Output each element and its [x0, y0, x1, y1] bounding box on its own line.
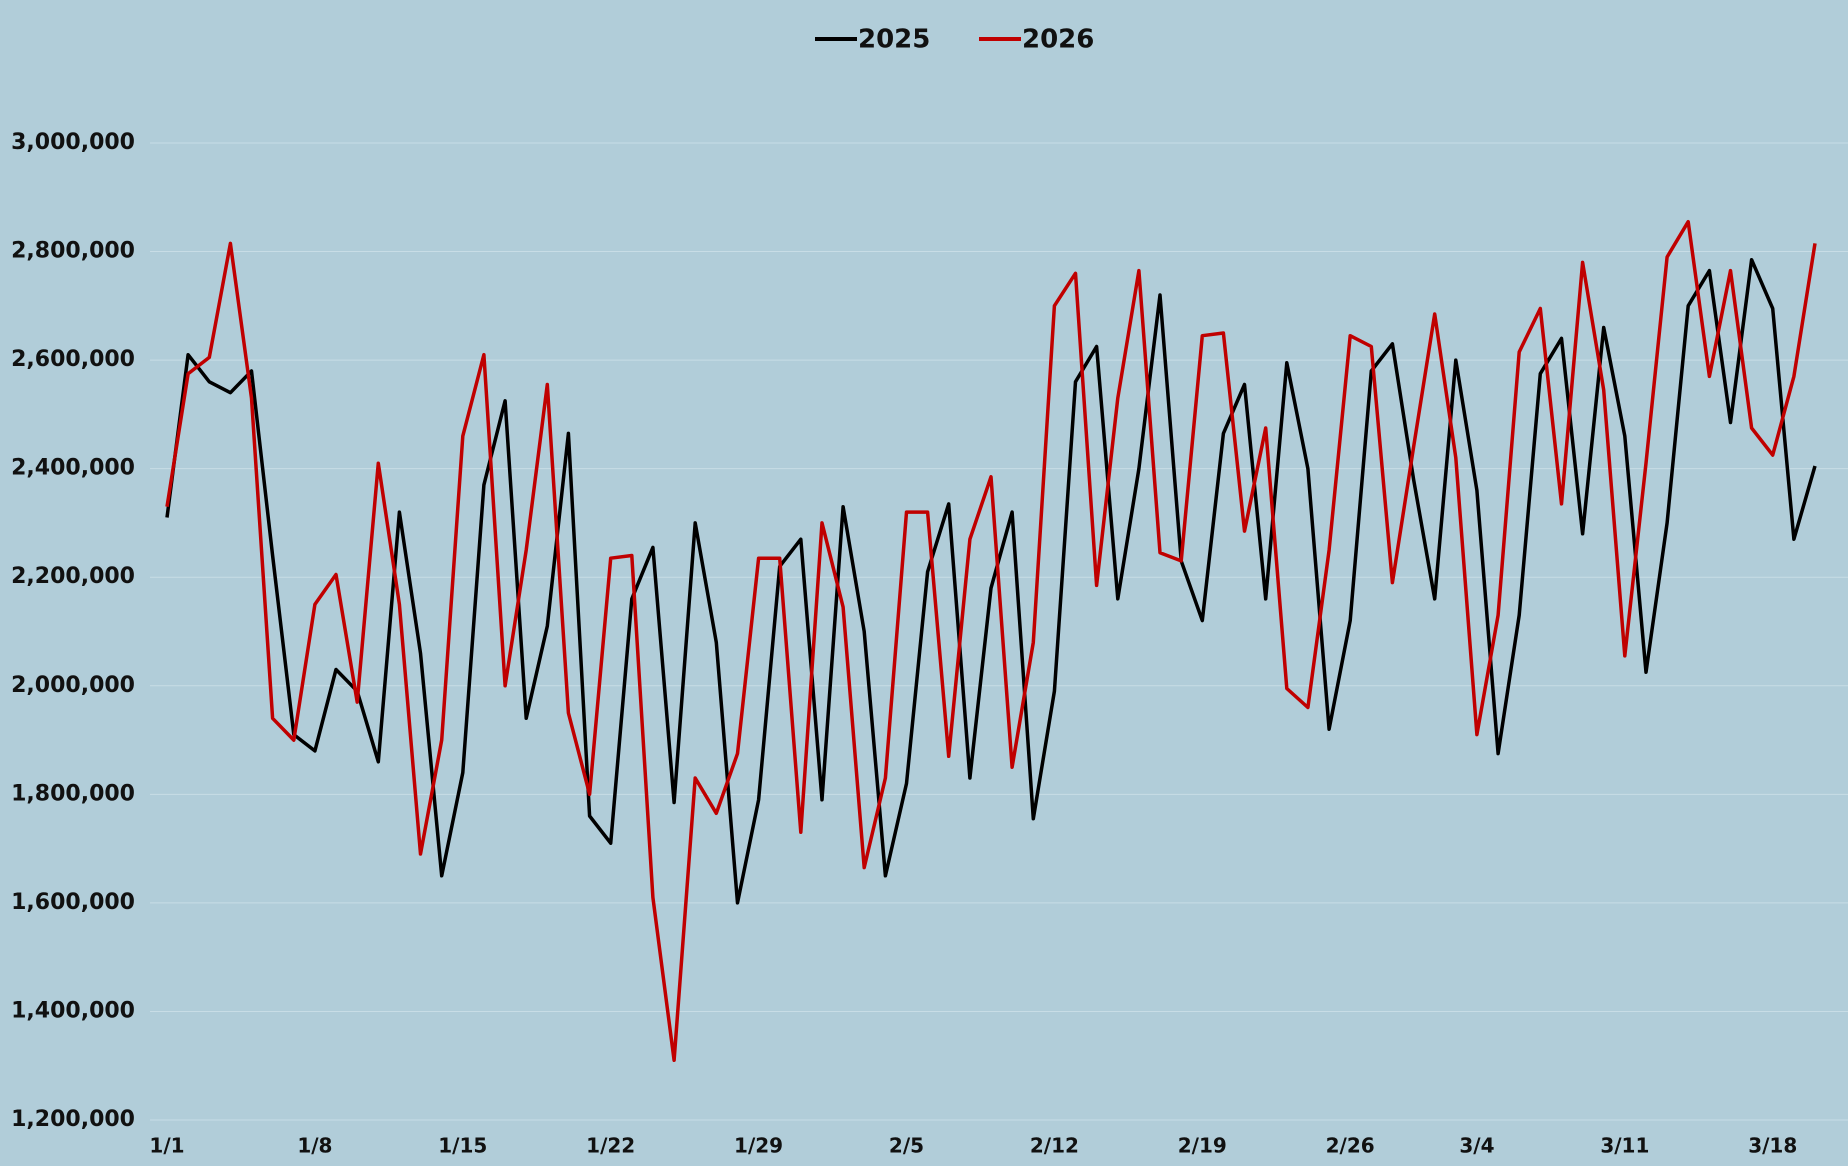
x-tick-label: 1/22 [586, 1134, 635, 1158]
x-tick-label: 3/18 [1748, 1134, 1797, 1158]
y-tick-label: 3,000,000 [11, 130, 135, 155]
x-tick-label: 2/5 [889, 1134, 924, 1158]
y-tick-label: 1,200,000 [11, 1107, 135, 1132]
x-tick-label: 2/12 [1030, 1134, 1079, 1158]
x-tick-label: 1/8 [297, 1134, 332, 1158]
y-tick-label: 1,800,000 [11, 781, 135, 806]
x-tick-label: 1/15 [438, 1134, 487, 1158]
x-tick-label: 2/19 [1178, 1134, 1227, 1158]
y-tick-label: 2,800,000 [11, 239, 135, 264]
legend-label: 2025 [858, 25, 930, 55]
x-tick-label: 3/4 [1459, 1134, 1494, 1158]
y-tick-label: 2,000,000 [11, 673, 135, 698]
legend-label: 2026 [1022, 25, 1094, 55]
line-series [165, 219, 1817, 1063]
y-tick-label: 1,400,000 [11, 998, 135, 1023]
x-tick-label: 3/11 [1600, 1134, 1649, 1158]
line-series [165, 257, 1817, 905]
x-tick-label: 1/29 [734, 1134, 783, 1158]
x-tick-label: 1/1 [149, 1134, 184, 1158]
y-tick-label: 2,200,000 [11, 564, 135, 589]
x-tick-label: 2/26 [1326, 1134, 1375, 1158]
y-tick-label: 2,400,000 [11, 456, 135, 481]
y-tick-label: 1,600,000 [11, 890, 135, 915]
y-tick-label: 2,600,000 [11, 347, 135, 372]
